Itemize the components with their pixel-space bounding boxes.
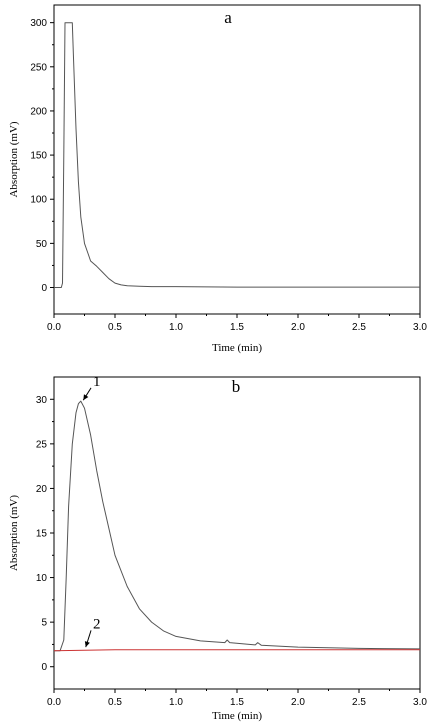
x-tick-label: 0.5 <box>108 697 122 708</box>
y-tick-label: 150 <box>30 151 47 162</box>
y-tick-label: 25 <box>36 439 48 450</box>
y-tick-label: 300 <box>30 18 47 29</box>
x-tick-label: 0.0 <box>47 697 61 708</box>
y-axis-title: Absorption (mV) <box>8 495 20 571</box>
y-tick-label: 250 <box>30 62 47 73</box>
y-tick-label: 20 <box>36 484 48 495</box>
x-tick-label: 1.0 <box>169 322 183 333</box>
series-line-1 <box>54 400 421 652</box>
x-tick-label: 2.0 <box>291 322 305 333</box>
y-tick-label: 10 <box>36 573 48 584</box>
x-tick-label: 0.0 <box>47 322 61 333</box>
y-axis-title: Absorption (mV) <box>8 121 20 197</box>
x-tick-label: 0.5 <box>108 322 122 333</box>
x-tick-label: 1.5 <box>230 697 244 708</box>
y-tick-label: 5 <box>41 618 47 629</box>
x-tick-label: 2.5 <box>352 697 366 708</box>
panel-a: 0.0 0.5 1.0 1.5 2.0 2.5 3.0 0 50 100 150 200 250 300 T… <box>8 4 427 354</box>
x-tick-label: 3.0 <box>413 322 427 333</box>
y-tick-label: 100 <box>30 195 47 206</box>
series-line-1 <box>54 22 420 288</box>
x-tick-label: 1.5 <box>230 322 244 333</box>
y-tick-label: 0 <box>41 662 47 673</box>
panel-label: a <box>224 8 232 27</box>
x-axis-title: Time (min) <box>212 342 262 354</box>
panel-b: 0.0 0.5 1.0 1.5 2.0 2.5 3.0 0 5 10 15 20 25 30 Time (m… <box>8 374 427 722</box>
x-axis-title: Time (min) <box>212 710 262 722</box>
series-line-2 <box>53 649 420 652</box>
y-tick-label: 50 <box>36 239 48 250</box>
x-tick-label: 3.0 <box>413 697 427 708</box>
y-tick-label: 30 <box>36 395 48 406</box>
y-tick-label: 0 <box>41 283 47 294</box>
y-tick-label: 15 <box>36 529 48 540</box>
annotation-arrowhead-icon <box>84 641 90 648</box>
x-tick-label: 1.0 <box>169 697 183 708</box>
plot-frame <box>53 4 421 315</box>
plot-frame <box>53 376 421 690</box>
x-tick-label: 2.5 <box>352 322 366 333</box>
panel-label: b <box>232 377 241 396</box>
annotation-arrowhead-icon <box>83 394 89 401</box>
y-tick-label: 200 <box>30 106 47 117</box>
x-tick-label: 2.0 <box>291 697 305 708</box>
annotation-label: 1 <box>93 374 101 390</box>
annotation-label: 2 <box>93 616 101 632</box>
